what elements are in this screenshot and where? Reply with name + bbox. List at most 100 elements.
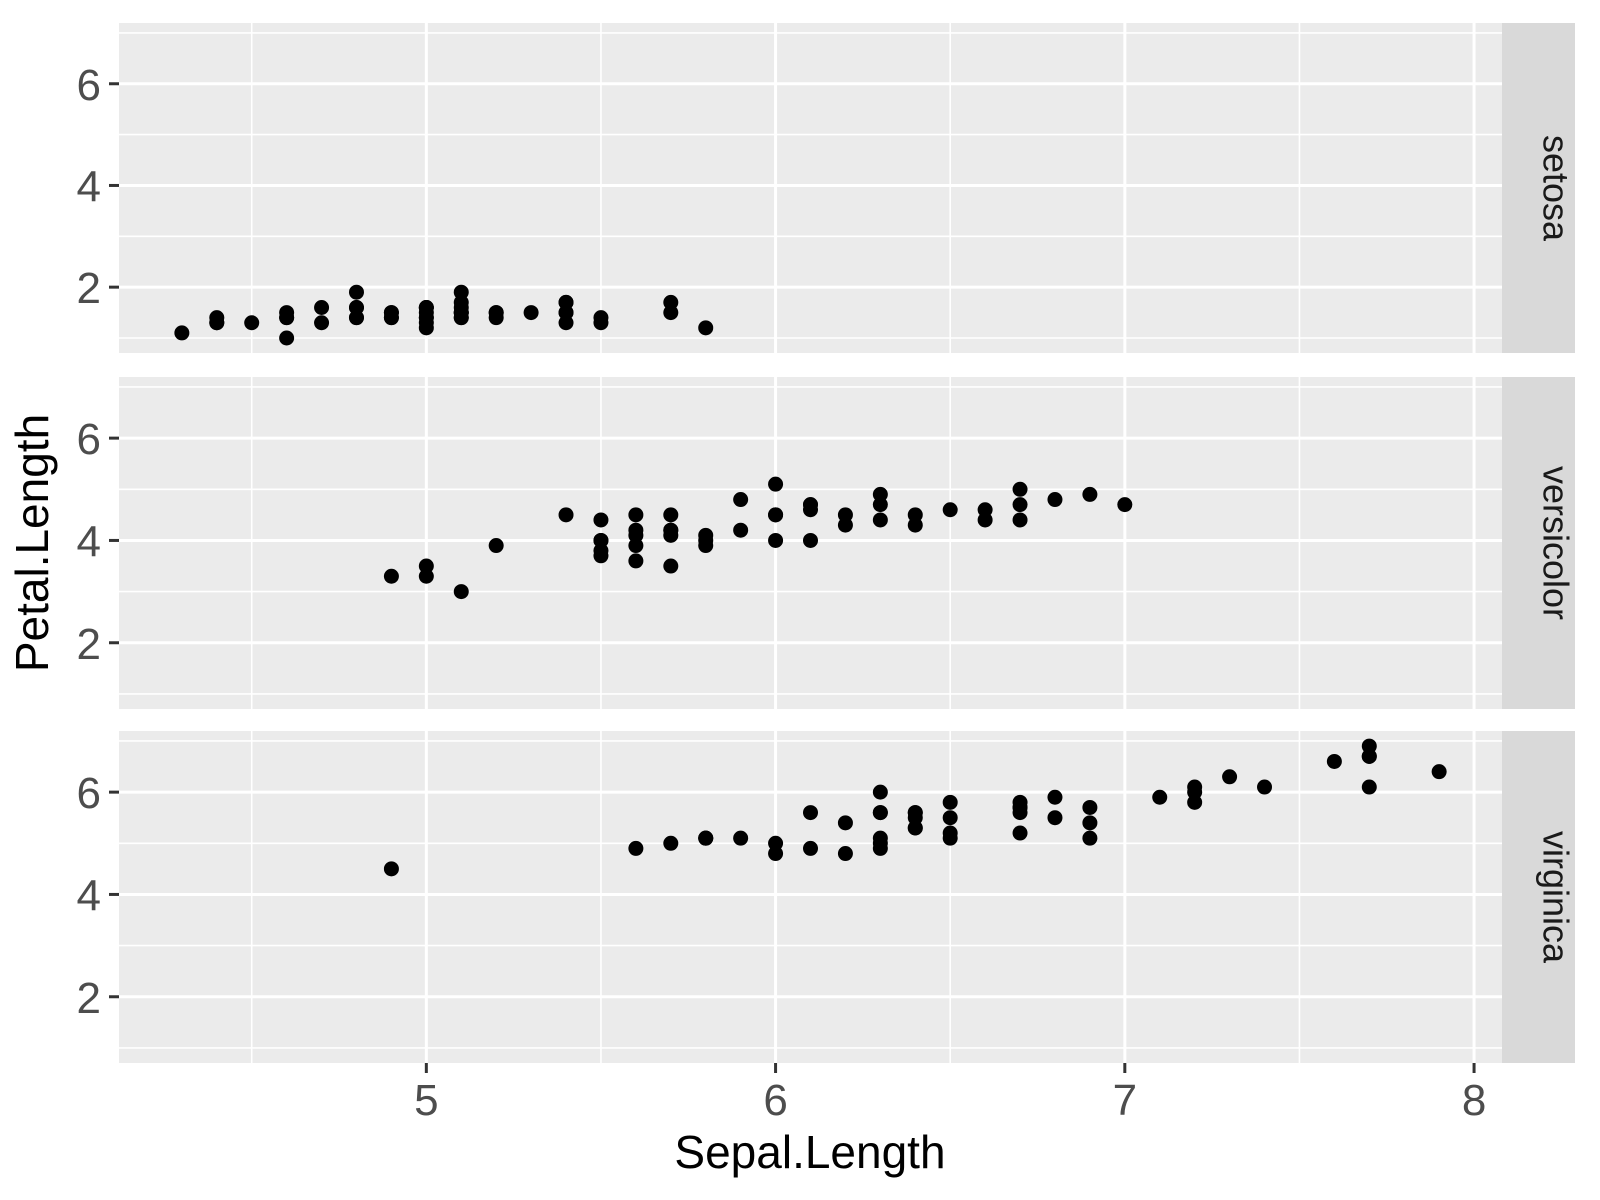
y-tick-label: 6 bbox=[77, 61, 101, 110]
data-point bbox=[593, 512, 609, 528]
facet-strip bbox=[1502, 731, 1575, 1063]
facet-strip-label: versicolor bbox=[1536, 466, 1577, 620]
data-point bbox=[418, 568, 434, 584]
data-point bbox=[977, 512, 993, 528]
y-tick-label: 4 bbox=[77, 517, 101, 566]
data-point bbox=[1012, 481, 1028, 497]
data-point bbox=[663, 507, 679, 523]
data-point bbox=[942, 810, 958, 826]
data-point bbox=[418, 310, 434, 326]
data-point bbox=[348, 284, 364, 300]
data-point bbox=[768, 507, 784, 523]
data-point bbox=[803, 502, 818, 518]
data-point bbox=[314, 299, 330, 315]
data-point bbox=[698, 532, 714, 548]
data-point bbox=[209, 315, 225, 331]
data-point bbox=[837, 846, 853, 862]
data-point bbox=[803, 805, 818, 821]
data-point bbox=[872, 784, 888, 800]
data-point bbox=[1082, 815, 1098, 831]
facet-strip bbox=[1502, 377, 1575, 709]
data-point bbox=[942, 825, 958, 841]
data-point bbox=[279, 310, 295, 326]
data-point bbox=[1152, 789, 1168, 805]
data-point bbox=[314, 315, 330, 331]
y-tick-label: 2 bbox=[77, 264, 101, 313]
data-point bbox=[1361, 779, 1377, 795]
data-point bbox=[383, 568, 399, 584]
y-tick-label: 6 bbox=[77, 415, 101, 464]
data-point bbox=[1082, 486, 1098, 502]
data-point bbox=[698, 830, 714, 846]
data-point bbox=[558, 305, 574, 321]
data-point bbox=[768, 476, 784, 492]
data-point bbox=[1222, 769, 1238, 785]
data-point bbox=[488, 305, 504, 321]
data-point bbox=[174, 325, 190, 341]
data-point bbox=[907, 810, 923, 826]
facet-strip bbox=[1502, 23, 1575, 353]
x-axis-title: Sepal.Length bbox=[674, 1126, 945, 1178]
y-tick-label: 6 bbox=[77, 769, 101, 818]
data-point bbox=[383, 310, 399, 326]
data-point bbox=[942, 502, 958, 518]
data-point bbox=[733, 522, 749, 538]
x-axis: 5 6 7 8 bbox=[414, 1063, 1486, 1125]
data-point bbox=[872, 835, 888, 851]
x-tick-label: 7 bbox=[1113, 1076, 1137, 1125]
data-point bbox=[1012, 512, 1028, 528]
data-point bbox=[593, 548, 609, 564]
data-point bbox=[1187, 794, 1203, 810]
data-point bbox=[383, 861, 399, 877]
data-point bbox=[837, 517, 853, 533]
data-point bbox=[1082, 799, 1098, 815]
data-point bbox=[663, 294, 679, 310]
facet-strip-label: virginica bbox=[1536, 831, 1577, 964]
data-point bbox=[1047, 810, 1063, 826]
data-point bbox=[1117, 497, 1133, 513]
data-point bbox=[628, 840, 644, 856]
data-point bbox=[488, 538, 504, 554]
data-point bbox=[872, 512, 888, 528]
data-point bbox=[872, 486, 888, 502]
data-point bbox=[523, 305, 539, 321]
facet-panels: 2 4 6 setosa 2 4 6 versicolor 2 4 6 virginica bbox=[77, 23, 1577, 1063]
data-point bbox=[837, 815, 853, 831]
data-point bbox=[1012, 825, 1028, 841]
data-point bbox=[453, 584, 469, 600]
data-point bbox=[1431, 764, 1447, 780]
y-tick-label: 2 bbox=[77, 974, 101, 1023]
data-point bbox=[244, 315, 260, 331]
data-point bbox=[628, 553, 644, 569]
data-point bbox=[628, 522, 644, 538]
data-point bbox=[1361, 748, 1377, 764]
y-axis-title: Petal.Length bbox=[6, 414, 58, 672]
data-point bbox=[348, 310, 364, 326]
x-tick-label: 6 bbox=[763, 1076, 787, 1125]
data-point bbox=[593, 315, 609, 331]
data-point bbox=[628, 507, 644, 523]
data-point bbox=[907, 517, 923, 533]
data-point bbox=[1326, 753, 1342, 769]
data-point bbox=[803, 532, 818, 548]
data-point bbox=[1047, 492, 1063, 508]
data-point bbox=[663, 527, 679, 543]
data-point bbox=[1012, 799, 1028, 815]
x-tick-label: 8 bbox=[1462, 1076, 1486, 1125]
data-point bbox=[1047, 789, 1063, 805]
data-point bbox=[1012, 497, 1028, 513]
data-point bbox=[453, 299, 469, 315]
panel-background bbox=[119, 731, 1502, 1063]
data-point bbox=[1257, 779, 1273, 795]
data-point bbox=[733, 492, 749, 508]
data-point bbox=[1082, 830, 1098, 846]
data-point bbox=[803, 840, 818, 856]
data-point bbox=[942, 794, 958, 810]
data-point bbox=[768, 846, 784, 862]
x-tick-label: 5 bbox=[414, 1076, 438, 1125]
data-point bbox=[768, 532, 784, 548]
data-point bbox=[663, 835, 679, 851]
data-point bbox=[453, 284, 469, 300]
